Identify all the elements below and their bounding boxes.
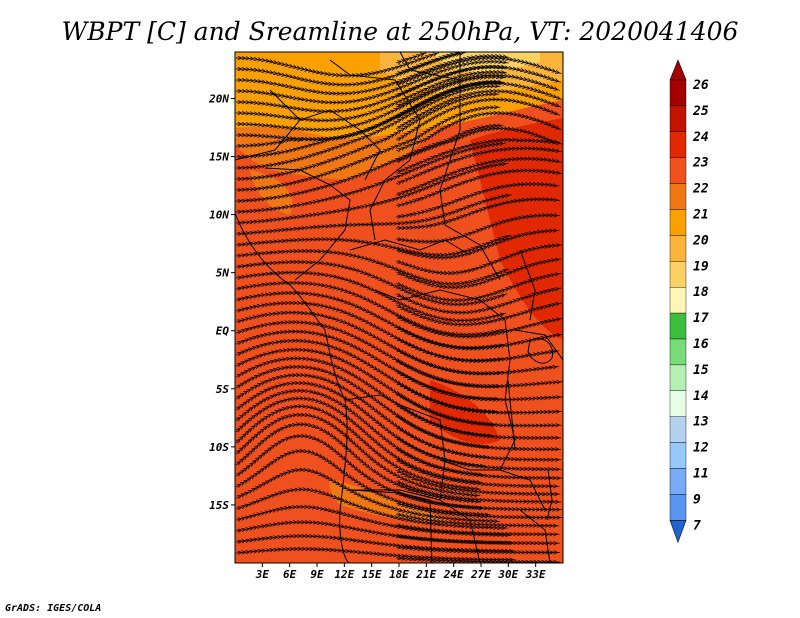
lake-victoria	[527, 338, 554, 364]
border-angola	[344, 394, 446, 501]
lat-tick-label: 20N	[208, 92, 229, 105]
colorbar-label: 17	[693, 311, 709, 326]
colorbar-swatch	[669, 338, 687, 366]
colorbar-swatch	[669, 416, 687, 443]
lat-tick-label: 5S	[216, 383, 230, 396]
colorbar-swatch	[669, 235, 687, 262]
colorbar-swatch	[669, 183, 687, 210]
lat-tick-label: EQ	[216, 325, 230, 338]
lon-tick-label: 24E	[443, 568, 464, 581]
lon-tick-label: 15E	[362, 568, 382, 581]
colorbar-label: 19	[693, 259, 709, 274]
colorbar-label: 12	[693, 441, 709, 456]
border-mali-niger	[235, 109, 381, 181]
colorbar-top-arrow	[669, 59, 687, 81]
colorbar-swatch	[669, 157, 687, 184]
colorbar-label: 21	[692, 208, 709, 223]
lat-tick-label: 10S	[209, 441, 229, 454]
lat-tick-label: 5N	[216, 267, 230, 280]
colorbar-swatch	[669, 494, 687, 521]
border-car	[349, 239, 471, 256]
colorbar-swatch	[669, 312, 687, 340]
country-borders	[235, 52, 563, 563]
streamline-layer	[235, 52, 563, 562]
colorbar-swatch	[669, 468, 687, 495]
lon-tick-label: 18E	[389, 568, 409, 581]
lon-tick-label: 12E	[334, 568, 354, 581]
colorbar-swatch	[669, 287, 687, 314]
lon-tick-label: 27E	[470, 568, 491, 581]
border-mozambique	[519, 509, 551, 563]
colorbar-label: 26	[692, 78, 709, 93]
lon-tick-label: 30E	[497, 568, 518, 581]
colorbar-label: 9	[693, 492, 701, 507]
lat-tick-label: 15N	[209, 151, 229, 164]
lon-tick-label: 33E	[525, 568, 546, 581]
colorbar-label: 18	[693, 285, 709, 300]
streamline	[235, 195, 512, 234]
longitude-axis: 3E 6E 9E 12E 15E 18E 21E 24E 27E 30E 33E	[255, 563, 546, 581]
border-botswana	[439, 499, 481, 563]
border-namibia	[349, 489, 433, 563]
colorbar-label: 22	[692, 182, 709, 197]
colorbar-label: 7	[693, 518, 701, 533]
border-tanzania	[514, 329, 563, 361]
colorbar-label: 11	[693, 467, 709, 482]
border-chad	[329, 59, 421, 241]
lon-tick-label: 21E	[415, 568, 436, 581]
colorbar-label: 16	[693, 337, 709, 352]
streamline	[395, 558, 560, 562]
colorbar-bottom-arrow	[669, 520, 687, 544]
lake-tanganyika	[507, 379, 516, 451]
border-libya-egypt	[399, 52, 461, 81]
colorbar-label: 23	[692, 156, 709, 171]
colorbar: 26 25 24 23 22 21 20 19 18 17 16 15 14 13 12 11 9 7	[669, 59, 709, 544]
lat-tick-label: 10N	[209, 209, 229, 222]
colorbar-swatch	[669, 105, 687, 133]
grads-credit: GrADS: IGES/COLA	[5, 603, 101, 614]
lon-tick-label: 3E	[255, 568, 270, 581]
map-panel: 20N 15N 10N 5N EQ 5S 10S 15S 3E 6E 9E 12E 15E 18E 21E…	[208, 51, 564, 581]
border-drc-east	[499, 319, 516, 471]
colorbar-swatch	[669, 364, 687, 391]
colorbar-label: 13	[693, 415, 709, 430]
border-nigeria	[264, 167, 351, 281]
border-sudan	[439, 52, 501, 281]
colorbar-swatch	[669, 209, 687, 236]
border-drc-north	[374, 289, 506, 321]
map-title: WBPT [C] and Sreamline at 250hPa, VT: 20…	[62, 17, 739, 46]
colorbar-label: 14	[693, 389, 709, 404]
colorbar-label: 20	[692, 233, 709, 248]
border-east	[519, 249, 536, 321]
border-zambia	[439, 459, 546, 511]
lon-tick-label: 6E	[283, 568, 297, 581]
colorbar-swatch	[669, 390, 687, 417]
lake-malawi	[546, 469, 553, 521]
colorbar-label: 15	[693, 363, 709, 378]
border-west-sahara	[269, 89, 301, 121]
colorbar-label: 25	[692, 104, 709, 119]
colorbar-swatch	[669, 79, 687, 107]
colorbar-swatch	[669, 261, 687, 288]
colorbar-swatch	[669, 131, 687, 158]
lon-tick-label: 9E	[310, 568, 324, 581]
coastline-west-africa	[235, 212, 351, 563]
latitude-axis: 20N 15N 10N 5N EQ 5S 10S 15S	[208, 92, 235, 512]
colorbar-swatch	[669, 442, 687, 469]
lat-tick-label: 15S	[209, 499, 229, 512]
colorbar-label: 24	[692, 130, 709, 145]
